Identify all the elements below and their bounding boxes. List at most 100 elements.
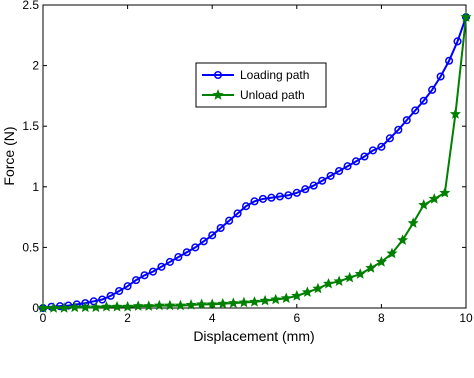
marker (291, 290, 303, 301)
marker (439, 187, 451, 198)
marker (449, 108, 461, 119)
marker (445, 56, 454, 65)
marker (191, 243, 200, 252)
y-tick-label: 1 (32, 180, 39, 194)
marker (165, 257, 174, 266)
marker (227, 297, 239, 308)
marker (48, 302, 60, 313)
marker (217, 297, 229, 309)
marker (267, 193, 276, 202)
marker (216, 223, 225, 233)
marker (132, 300, 144, 311)
marker (436, 72, 445, 81)
marker (375, 256, 387, 267)
marker (100, 300, 112, 312)
y-tick-label: 2 (32, 59, 39, 73)
marker (122, 300, 134, 312)
marker (360, 152, 369, 161)
legend-label: Unload path (240, 88, 305, 102)
marker (143, 300, 155, 311)
legend-marker (212, 89, 224, 100)
marker (354, 268, 366, 279)
marker (344, 271, 356, 283)
marker (37, 302, 49, 313)
x-tick-label: 2 (124, 311, 131, 325)
marker (241, 202, 251, 211)
marker (318, 176, 327, 185)
marker (368, 146, 377, 155)
marker (58, 302, 70, 313)
marker (259, 294, 271, 306)
x-axis-label: Displacement (mm) (193, 328, 314, 344)
marker (280, 292, 292, 303)
marker (79, 301, 91, 313)
y-axis-label: Force (N) (1, 126, 17, 185)
marker (233, 209, 242, 218)
x-tick-label: 10 (459, 311, 473, 325)
marker (123, 282, 132, 291)
legend-label: Loading path (240, 68, 309, 82)
marker (284, 191, 293, 200)
marker (238, 296, 250, 308)
marker (418, 199, 430, 210)
marker (132, 276, 141, 285)
marker (206, 298, 218, 310)
x-tick-label: 8 (378, 311, 385, 325)
marker (185, 299, 197, 310)
marker (182, 248, 191, 257)
marker (326, 171, 335, 180)
y-tick-label: 0 (32, 301, 39, 315)
marker (225, 216, 234, 225)
marker (208, 231, 217, 240)
marker (343, 162, 352, 171)
marker (411, 106, 420, 115)
y-tick-label: 1.5 (22, 119, 39, 133)
marker (69, 301, 81, 313)
marker (323, 277, 335, 289)
x-tick-label: 4 (209, 311, 216, 325)
marker (111, 300, 123, 312)
marker (402, 116, 411, 125)
marker (377, 142, 386, 151)
marker (275, 192, 284, 201)
marker (89, 297, 98, 306)
marker (394, 125, 403, 134)
marker (292, 188, 301, 197)
marker (106, 291, 115, 300)
marker (248, 296, 261, 307)
marker (335, 166, 344, 176)
marker (140, 271, 149, 280)
marker (386, 247, 398, 259)
marker (407, 217, 419, 228)
marker (333, 275, 345, 287)
marker (258, 194, 268, 203)
x-tick-label: 6 (293, 311, 300, 325)
legend-box (195, 62, 327, 108)
y-tick-label: 0.5 (22, 240, 39, 254)
marker (174, 299, 186, 311)
marker (312, 282, 324, 294)
marker (301, 185, 310, 194)
marker (453, 37, 462, 46)
marker (301, 286, 313, 297)
marker (428, 193, 440, 204)
marker (174, 253, 183, 262)
marker (460, 11, 472, 22)
marker (153, 299, 165, 311)
marker (365, 262, 377, 273)
marker (199, 237, 208, 246)
marker (164, 299, 176, 311)
legend-marker (213, 70, 223, 80)
marker (250, 197, 259, 206)
x-tick-label: 0 (40, 311, 47, 325)
marker (428, 85, 437, 94)
marker (270, 293, 282, 305)
marker (115, 286, 124, 296)
plot-frame (42, 4, 467, 309)
marker (196, 298, 208, 310)
marker (98, 295, 107, 304)
y-tick-label: 2.5 (22, 0, 39, 12)
marker (397, 234, 409, 245)
marker (351, 157, 361, 166)
